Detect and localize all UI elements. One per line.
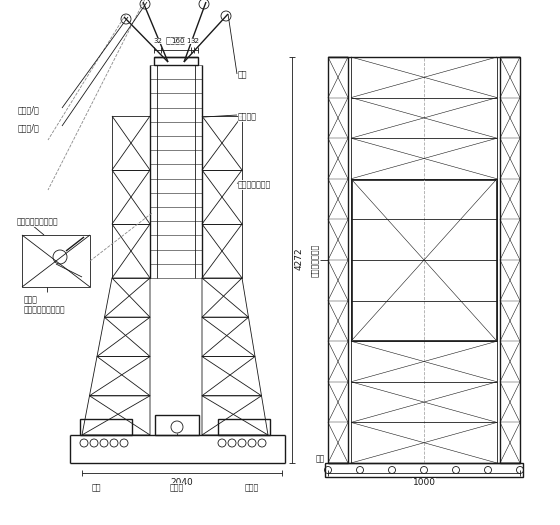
Text: 1000: 1000: [413, 478, 436, 487]
Text: 节点拉板（顶于板）: 节点拉板（顶于板）: [17, 217, 59, 226]
Bar: [325, 463, 523, 477]
Text: 轨顶: 轨顶: [316, 455, 325, 464]
Bar: [218, 419, 270, 435]
Text: 中心主柱: 中心主柱: [238, 112, 257, 121]
Text: 支承梁: 支承梁: [170, 484, 184, 492]
Text: 下层索/柱: 下层索/柱: [18, 123, 40, 132]
Text: 160: 160: [171, 38, 184, 44]
Bar: [202, 224, 242, 278]
Bar: [22, 235, 90, 287]
Bar: [352, 180, 496, 340]
Text: 主万轻杆件系统: 主万轻杆件系统: [238, 181, 271, 190]
Text: 滑疏: 滑疏: [238, 70, 248, 79]
Bar: [155, 415, 199, 435]
Bar: [154, 57, 198, 65]
Text: 上轻杆
（斜杆、竖杆未示）: 上轻杆 （斜杆、竖杆未示）: [24, 295, 66, 314]
Text: 副万轻杆件系统: 副万轻杆件系统: [310, 244, 320, 277]
Text: 煤顶拉板: 煤顶拉板: [166, 36, 186, 45]
Bar: [112, 224, 150, 278]
Bar: [202, 170, 242, 224]
Text: 2040: 2040: [171, 478, 193, 487]
Text: 160: 160: [186, 38, 199, 44]
Text: 垫梁: 垫梁: [91, 484, 101, 492]
Bar: [328, 57, 348, 463]
Text: 轨设板: 轨设板: [245, 484, 259, 492]
Text: 32: 32: [190, 38, 199, 44]
Bar: [500, 57, 520, 463]
Bar: [80, 419, 132, 435]
Text: 上层索/柱: 上层索/柱: [18, 106, 40, 114]
Bar: [112, 170, 150, 224]
Text: 4272: 4272: [295, 248, 304, 270]
Bar: [202, 116, 242, 170]
Bar: [112, 116, 150, 170]
Text: 32: 32: [153, 38, 162, 44]
